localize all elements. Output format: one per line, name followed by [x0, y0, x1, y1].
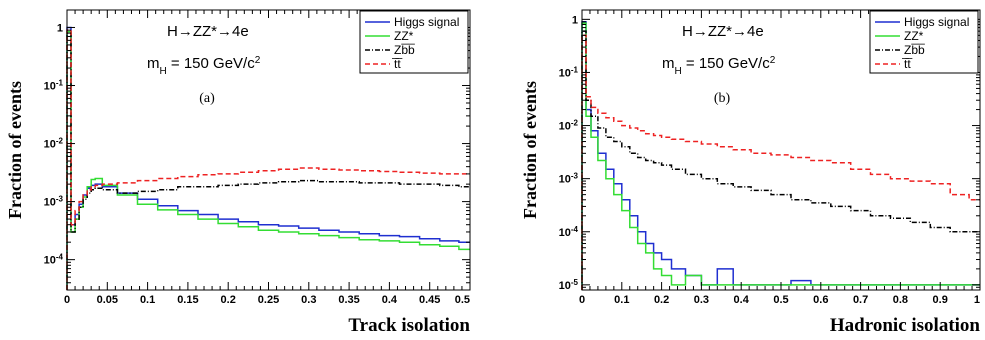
x-tick-label: 0.15 [177, 294, 198, 306]
y-tick-label: 10-5 [559, 277, 579, 292]
legend-label-2: Zb̅b̅ [904, 43, 925, 57]
y-tick-label: 10-1 [44, 78, 64, 93]
x-tick-label: 0.5 [773, 294, 788, 306]
y-tick-label: 10-4 [559, 224, 579, 239]
legend-label-0: Higgs signal [904, 15, 969, 29]
panel-tag: (b) [714, 91, 731, 106]
legend-label-1: ZZ* [904, 29, 924, 43]
process-label: H→ZZ*→4e [682, 23, 764, 40]
process-label: H→ZZ*→4e [167, 23, 249, 40]
x-tick-label: 0.2 [654, 294, 669, 306]
series-2-line [66, 32, 470, 290]
y-tick-label: 10-1 [559, 65, 579, 80]
x-tick-label: 0.45 [419, 294, 440, 306]
x-tick-label: 0.4 [382, 294, 398, 306]
x-tick-label: 0.7 [853, 294, 868, 306]
x-tick-label: 0 [579, 294, 585, 306]
x-tick-label: 0.9 [933, 294, 948, 306]
series-2-line [581, 30, 980, 290]
x-tick-label: 0 [64, 294, 70, 306]
y-axis-title: Fraction of events [5, 81, 25, 219]
y-tick-label: 10-4 [44, 252, 64, 267]
panel-tag: (a) [199, 91, 215, 106]
series-3-line [66, 29, 470, 290]
x-tick-label: 0.1 [614, 294, 629, 306]
x-tick-label: 0.35 [338, 294, 359, 306]
chart-panel-a: 0 0.05 0.1 0.15 0.2 0.25 0.3 0.35 0.4 0.45 0.5 10-4… [5, 9, 471, 336]
x-tick-label: 0.8 [893, 294, 908, 306]
legend-label-1: ZZ* [394, 29, 414, 43]
x-tick-label: 0.6 [813, 294, 828, 306]
x-tick-label: 0.1 [140, 294, 155, 306]
x-tick-label: 0.05 [97, 294, 118, 306]
y-tick-label: 10-3 [559, 171, 579, 186]
mass-label: mH = 150 GeV/c2 [147, 55, 261, 77]
chart-panel-b: 0 0.1 0.2 0.3 0.4 0.5 0.6 0.7 0.8 0.9 1 10-5 10-4 10-… [520, 9, 981, 336]
x-tick-label: 0.5 [455, 294, 470, 306]
y-tick-label: 1 [57, 22, 63, 34]
y-tick-label: 1 [572, 14, 578, 26]
x-tick-label: 0.3 [694, 294, 709, 306]
y-tick-label: 10-2 [559, 118, 579, 133]
series-3-line [581, 34, 980, 290]
x-tick-label: 0.2 [221, 294, 236, 306]
x-tick-label: 0.4 [734, 294, 750, 306]
y-tick-label: 10-3 [44, 194, 64, 209]
y-axis-title: Fraction of events [520, 81, 540, 219]
x-tick-label: 0.3 [301, 294, 316, 306]
legend-label-3: t̅t̅ [392, 57, 403, 71]
x-tick-label: 1 [974, 294, 980, 306]
x-axis-title: Track isolation [348, 315, 470, 336]
y-tick-label: 10-2 [44, 136, 64, 151]
x-axis-title: Hadronic isolation [830, 315, 981, 336]
legend-label-2: Zb̅b̅ [394, 43, 415, 57]
legend-label-0: Higgs signal [394, 15, 459, 29]
legend-label-3: t̅t̅ [902, 57, 913, 71]
series-1-line [581, 22, 980, 290]
x-tick-label: 0.25 [258, 294, 279, 306]
mass-label: mH = 150 GeV/c2 [662, 55, 776, 77]
